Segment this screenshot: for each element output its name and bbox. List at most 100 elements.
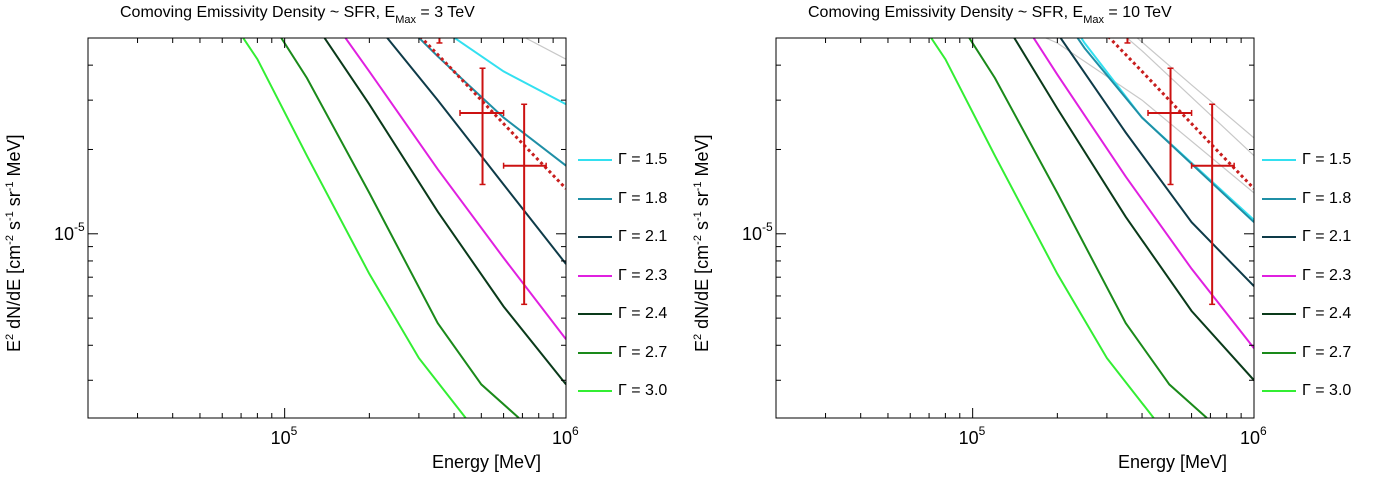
series-line [452, 38, 566, 106]
y-tick-label-exp: -5 [74, 220, 85, 234]
background-curve [1126, 38, 1254, 157]
chart-panel-left: Comoving Emissivity Density ~ SFR, EMax … [0, 0, 680, 479]
series-line [417, 38, 566, 167]
x-tick-label-base: 10 [1240, 428, 1260, 448]
legend-swatch [578, 390, 612, 392]
series-line [280, 38, 520, 418]
x-tick-label: 105 [271, 424, 298, 448]
legend-swatch [578, 313, 612, 315]
series-line [242, 38, 467, 418]
x-tick-label: 105 [959, 424, 986, 448]
series-line [1032, 38, 1254, 349]
axis-ticks [87, 37, 567, 418]
legend-label: Γ = 2.4 [1302, 305, 1352, 322]
legend-label: Γ = 3.0 [1302, 382, 1352, 399]
legend-label: Γ = 2.1 [1302, 228, 1352, 245]
background-curve [524, 38, 566, 60]
series-line [323, 38, 566, 386]
plot-content [776, 0, 1254, 418]
legend-swatch [1262, 313, 1296, 315]
legend-swatch [578, 274, 612, 277]
plot-frame [87, 37, 567, 419]
legend-entry: Γ = 2.4 [1262, 304, 1351, 324]
legend-label: Γ = 2.7 [618, 343, 668, 361]
background-curve [1136, 38, 1254, 139]
series-line [1059, 38, 1254, 287]
series-line [344, 38, 566, 340]
legend-entry: Γ = 2.7 [1262, 343, 1351, 363]
legend-entry: Γ = 3.0 [578, 381, 667, 401]
legend-label: Γ = 2.7 [1302, 343, 1352, 361]
legend-label: Γ = 2.3 [618, 266, 668, 284]
chart-title-suffix: = 10 TeV [1103, 4, 1172, 21]
x-axis-label: Energy [MeV] [1118, 452, 1228, 472]
y-tick-label-base: 10 [742, 224, 762, 244]
x-tick-label-base: 10 [271, 428, 291, 448]
legend-label: Γ = 1.8 [618, 189, 668, 207]
chart-title-prefix: Comoving Emissivity Density ~ SFR, E [808, 4, 1084, 21]
legend-entry: Γ = 2.3 [578, 266, 667, 286]
chart-title-sub: Max [1083, 14, 1104, 26]
legend-entry: Γ = 1.5 [1262, 150, 1351, 170]
y-tick-label: 10-5 [54, 220, 85, 244]
legend-swatch [1262, 197, 1296, 200]
series-line [386, 38, 566, 265]
legend-swatch [1262, 390, 1296, 392]
x-tick-label: 106 [552, 424, 579, 448]
x-tick-label-base: 10 [959, 428, 979, 448]
legend-entry: Γ = 1.8 [578, 189, 667, 209]
legend-entry: Γ = 2.1 [1262, 227, 1351, 247]
x-axis-label: Energy [MeV] [432, 452, 542, 472]
x-tick-label-exp: 6 [1260, 424, 1267, 438]
legend-swatch [578, 197, 612, 200]
background-curve [776, 38, 1254, 194]
legend-swatch [578, 236, 612, 238]
legend-entry: Γ = 2.4 [578, 304, 667, 324]
legend-label: Γ = 1.5 [618, 151, 668, 168]
legend-label: Γ = 2.4 [618, 305, 668, 322]
legend-swatch [1262, 159, 1296, 161]
data-point [436, 38, 443, 44]
data-point [375, 0, 419, 36]
legend-swatch [1262, 274, 1296, 277]
legend-entry: Γ = 1.8 [1262, 189, 1351, 209]
x-tick-label-exp: 6 [572, 424, 579, 438]
series-line [1076, 38, 1254, 223]
chart-title-suffix: = 3 TeV [415, 4, 475, 21]
data-point [502, 103, 547, 306]
y-tick-label: 10-5 [742, 220, 773, 244]
x-tick-label-exp: 5 [979, 424, 986, 438]
chart-title: Comoving Emissivity Density ~ SFR, EMax … [808, 4, 1172, 26]
plot-content [242, 0, 566, 418]
data-point [459, 67, 505, 186]
series-line [930, 38, 1155, 418]
chart-title-sub: Max [395, 14, 416, 26]
x-tick-label: 106 [1240, 424, 1267, 448]
legend-entry: Γ = 1.5 [578, 150, 667, 170]
legend-label: Γ = 1.8 [1302, 189, 1352, 207]
legend-swatch [1262, 351, 1296, 354]
x-tick-label-base: 10 [552, 428, 572, 448]
axis-ticks [775, 37, 1255, 418]
data-point [1063, 0, 1107, 36]
data-point [1124, 38, 1131, 44]
legend-label: Γ = 3.0 [618, 382, 668, 399]
fit-curve [419, 38, 566, 190]
chart-panel-right: Comoving Emissivity Density ~ SFR, EMax … [688, 0, 1368, 479]
legend-swatch [578, 159, 612, 161]
legend-entry: Γ = 3.0 [1262, 381, 1351, 401]
legend-label: Γ = 2.3 [1302, 266, 1352, 284]
series-line [1080, 38, 1254, 221]
data-point [1147, 67, 1193, 186]
fit-curve [1107, 38, 1254, 190]
legend-label: Γ = 2.1 [618, 228, 668, 245]
y-tick-label-exp: -5 [762, 220, 773, 234]
plot-frame [775, 37, 1255, 419]
series-line [968, 38, 1208, 418]
background-curve [564, 38, 566, 39]
data-point [1190, 103, 1235, 306]
chart-title: Comoving Emissivity Density ~ SFR, EMax … [120, 4, 475, 26]
series-line [1013, 38, 1254, 381]
